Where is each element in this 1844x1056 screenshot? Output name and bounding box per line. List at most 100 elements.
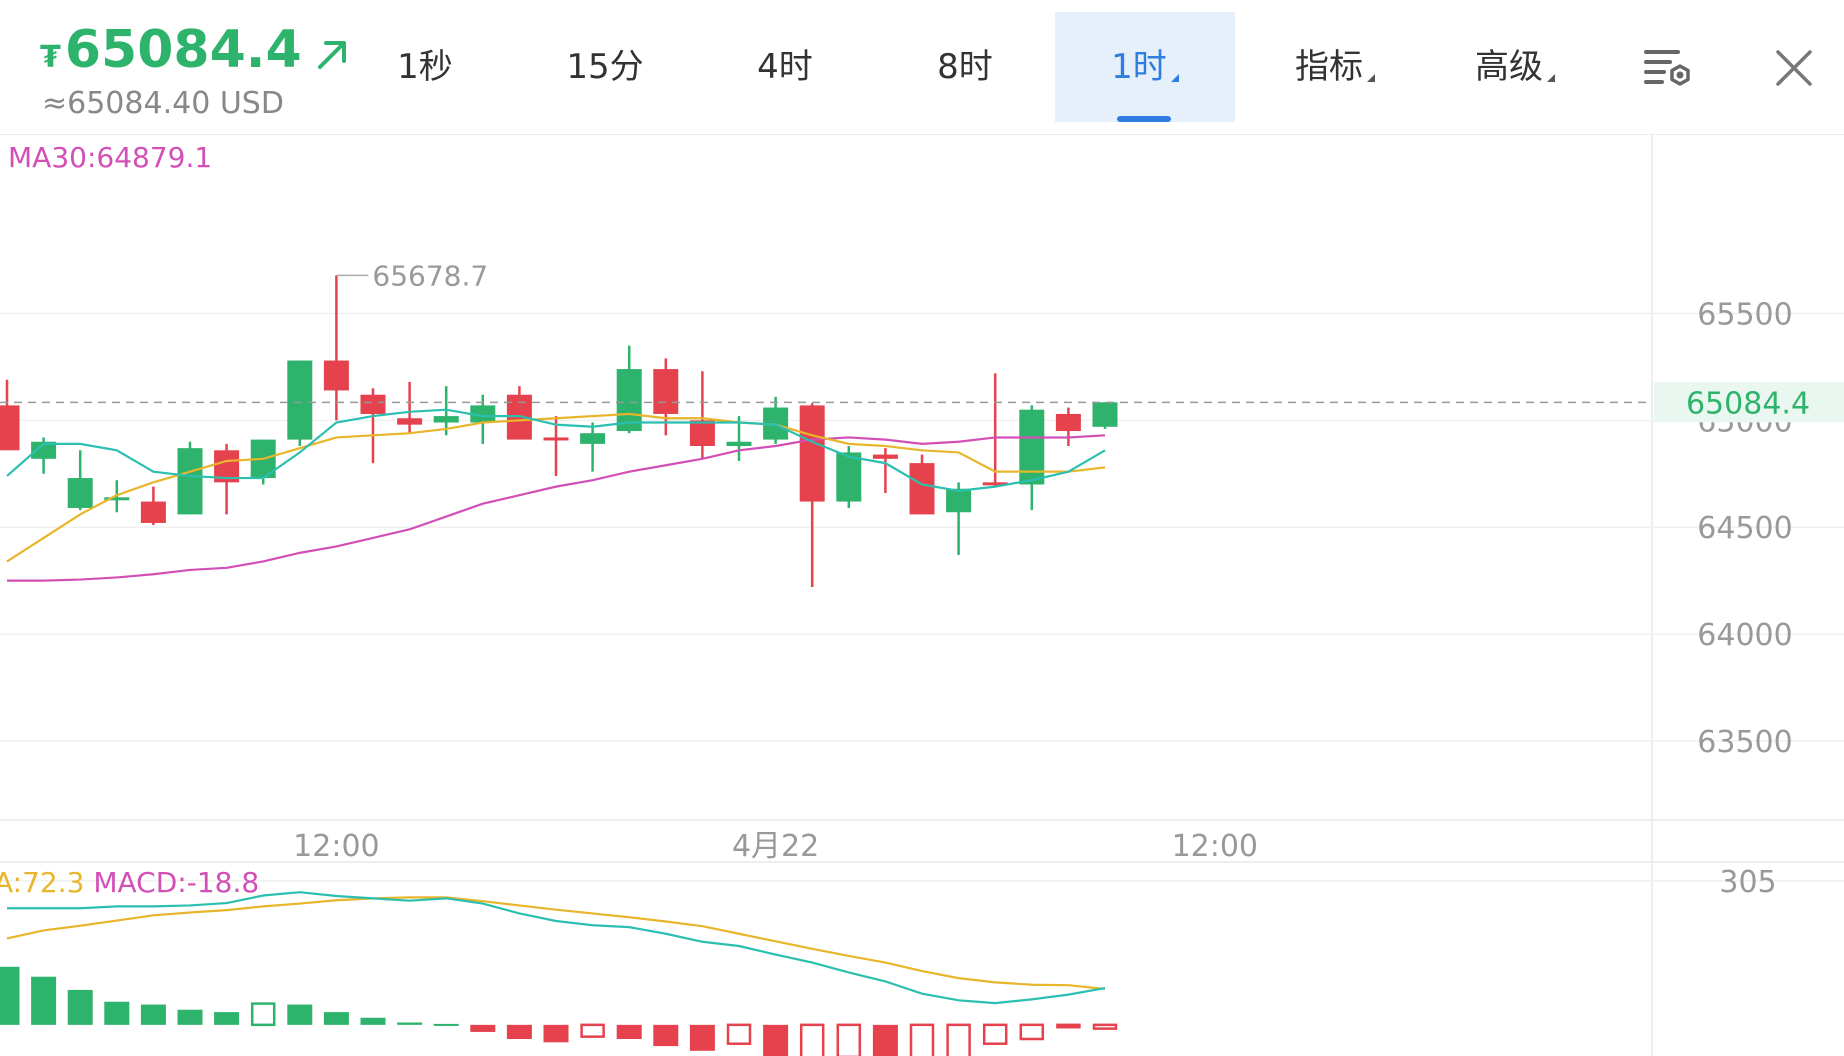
macd-bar <box>287 1004 313 1025</box>
tab-8h[interactable]: 8时 <box>890 12 1040 122</box>
tab-label: 高级 <box>1475 47 1543 87</box>
currency-symbol: ₮ <box>40 40 61 75</box>
macd-bar <box>0 966 20 1025</box>
y-tick-label: 63500 <box>1697 725 1792 760</box>
macd-bar-hollow <box>799 1023 825 1056</box>
ma-mid-line <box>6 412 1106 563</box>
candle-down <box>1055 413 1081 432</box>
macd-bar <box>31 976 57 1025</box>
y-tick-label: 65500 <box>1697 298 1792 333</box>
x-tick-label: 12:00 <box>1172 829 1258 864</box>
candle-up <box>616 369 642 432</box>
tab-label: 15分 <box>566 47 644 87</box>
macd-bar-hollow <box>1056 1023 1081 1029</box>
tab-advanced[interactable]: 高级 <box>1435 12 1595 122</box>
tab-label: 1时 <box>1111 47 1167 87</box>
candle-up <box>580 433 606 444</box>
tab-1s[interactable]: 1秒 <box>350 12 500 122</box>
top-bar: ₮ 65084.4 ≈65084.40 USD 1秒 15分 4时 8时 1时 … <box>0 0 1844 135</box>
tab-15m[interactable]: 15分 <box>530 12 680 122</box>
tab-label: 4时 <box>757 47 813 87</box>
macd-signal-line <box>6 896 1106 991</box>
candle-down <box>360 394 386 414</box>
candle-up <box>946 488 972 513</box>
tab-label: 1秒 <box>397 47 453 87</box>
y-tick-label: 64500 <box>1697 511 1792 546</box>
macd-bar-hollow <box>1092 1023 1118 1030</box>
last-price-tag <box>1654 382 1844 423</box>
candle-up <box>1092 402 1118 427</box>
macd-bar <box>177 1009 203 1025</box>
macd-bar-hollow <box>909 1023 935 1056</box>
macd-bar <box>104 1001 130 1025</box>
candle-up <box>433 416 459 423</box>
ma30-legend: MA30:64879.1 <box>8 141 212 174</box>
macd-bar-hollow <box>250 1002 276 1027</box>
tab-label: 指标 <box>1295 47 1363 87</box>
last-price-value: 65084.4 <box>64 20 302 80</box>
macd-bar <box>653 1024 679 1047</box>
macd-legend: A:72.3 MACD:-18.8 <box>0 866 259 899</box>
macd-bar-hollow <box>836 1023 862 1056</box>
arrow-up-right-icon <box>317 41 346 69</box>
candle-down <box>543 437 569 441</box>
high-marker-label: 65678.7 <box>372 259 488 292</box>
tab-1h[interactable]: 1时 <box>1055 12 1235 122</box>
candle-down <box>799 405 825 502</box>
macd-bar-hollow <box>946 1023 971 1056</box>
macd-bar <box>616 1024 642 1040</box>
candle-up <box>67 478 93 508</box>
macd-bar <box>433 1023 459 1026</box>
candle-down <box>140 501 166 523</box>
macd-bar <box>67 989 93 1025</box>
macd-legend-value: MACD:-18.8 <box>93 866 259 899</box>
kline-chart[interactable]: 655006500064500640006350012:004月2212:006… <box>0 134 1844 1056</box>
ma30-line <box>7 434 1106 582</box>
macd-bar <box>214 1012 240 1025</box>
candle-down <box>653 369 679 414</box>
tab-4h[interactable]: 4时 <box>710 12 860 122</box>
macd-bar <box>506 1024 532 1040</box>
macd-bar <box>689 1024 715 1051</box>
last-price: ₮ 65084.4 <box>40 20 354 88</box>
ma-short-line <box>6 408 1106 493</box>
candle-down <box>689 420 715 447</box>
y-tick-label: 64000 <box>1697 618 1792 653</box>
dropdown-corner-icon <box>1547 74 1555 82</box>
candle-up <box>836 452 862 502</box>
macd-dif-line <box>7 891 1106 1005</box>
macd-bar <box>543 1024 569 1043</box>
active-tab-indicator <box>1117 116 1171 122</box>
usd-price: ≈65084.40 USD <box>42 86 284 121</box>
macd-bar-hollow <box>982 1023 1008 1045</box>
tab-label: 8时 <box>937 47 993 87</box>
macd-bar <box>763 1024 789 1056</box>
macd-bar <box>360 1017 386 1025</box>
candle-up <box>31 441 57 459</box>
tab-indicators[interactable]: 指标 <box>1255 12 1415 122</box>
candle-up <box>104 497 130 501</box>
x-tick-label: 12:00 <box>293 829 379 864</box>
candle-down <box>397 418 423 425</box>
candle-down <box>909 463 935 515</box>
candle-down <box>0 405 20 451</box>
chart-settings-icon[interactable] <box>1640 40 1696 96</box>
close-icon[interactable] <box>1766 40 1822 96</box>
macd-bar <box>397 1022 423 1025</box>
macd-y-tick-label: 305 <box>1719 865 1776 900</box>
macd-bar <box>140 1004 166 1025</box>
candle-up <box>177 448 203 515</box>
candle-down <box>323 360 349 391</box>
last-price-label: 65084.4 <box>1686 386 1810 421</box>
dropdown-corner-icon <box>1170 74 1179 82</box>
macd-legend-signal: A:72.3 <box>0 866 93 899</box>
candle-down <box>872 454 898 459</box>
macd-bar <box>323 1012 349 1025</box>
candle-up <box>726 441 752 447</box>
x-tick-label: 4月22 <box>732 829 819 864</box>
candle-up <box>287 360 313 440</box>
candle-up <box>1019 409 1045 485</box>
macd-bar-hollow <box>580 1023 605 1038</box>
candle-down <box>982 482 1008 486</box>
macd-bar-hollow <box>726 1023 752 1045</box>
